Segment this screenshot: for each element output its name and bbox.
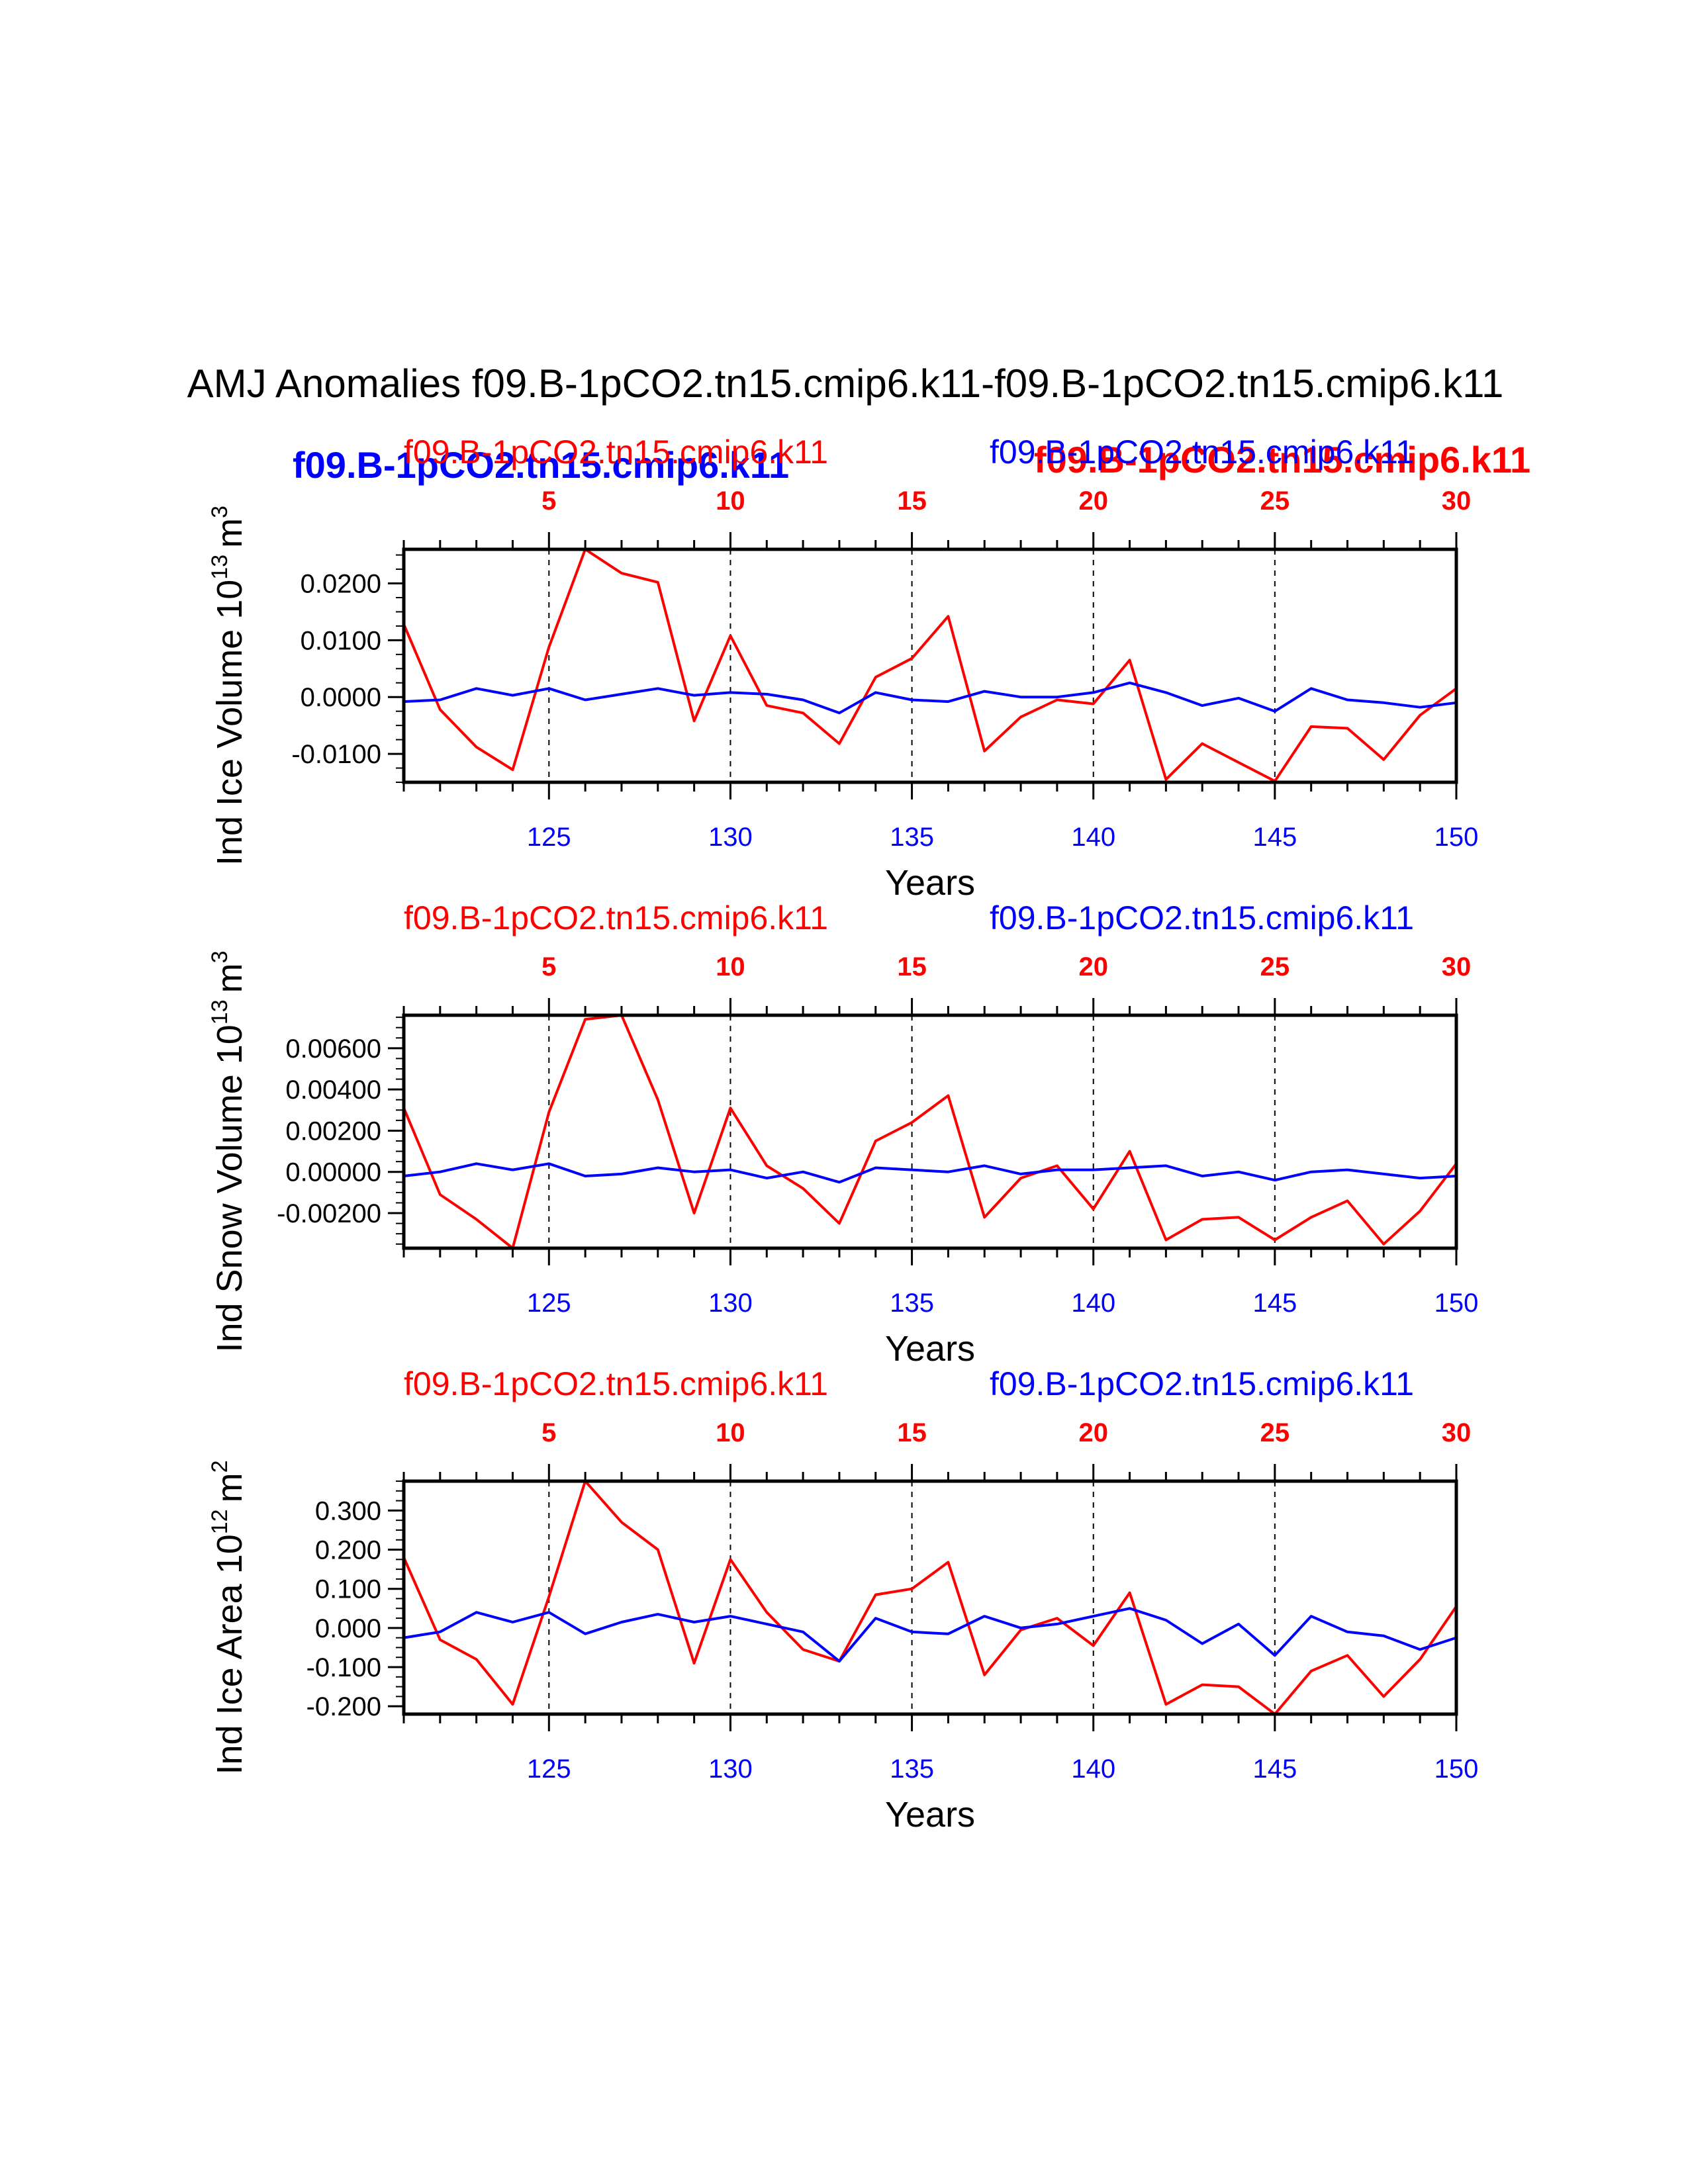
bottom-tick-label: 140	[1071, 1754, 1115, 1784]
y-tick-label: 0.00200	[285, 1116, 381, 1146]
y-axis-label-unit: m	[210, 1473, 250, 1502]
top-tick-label: 25	[1260, 952, 1290, 981]
y-axis-label-unit-exp: 2	[207, 1461, 232, 1473]
y-axis-label-main: Ind Ice Area 10	[210, 1534, 250, 1774]
top-tick-label: 10	[716, 486, 745, 516]
case-label-blue: f09.B-1pCO2.tn15.cmip6.k11	[990, 1365, 1414, 1402]
y-axis-label-main: Ind Ice Volume 10	[210, 580, 250, 866]
y-tick-label: -0.200	[306, 1692, 381, 1721]
bottom-tick-label: 140	[1071, 1289, 1115, 1318]
top-tick-label: 15	[897, 1418, 927, 1447]
panels-group: f09.B-1pCO2.tn15.cmip6.k11 f09.B-1pCO2.tn…	[207, 433, 1478, 1835]
panel-1: f09.B-1pCO2.tn15.cmip6.k11 f09.B-1pCO2.tn…	[207, 433, 1478, 903]
y-tick-label: 0.0000	[301, 683, 381, 712]
bottom-tick-label: 125	[527, 823, 571, 852]
y-tick-label: 0.00400	[285, 1075, 381, 1105]
y-axis-label: Ind Snow Volume 1013 m3	[207, 950, 250, 1352]
top-tick-label: 15	[897, 486, 927, 516]
bottom-tick-label: 150	[1434, 823, 1479, 852]
series-line-blue	[403, 1162, 1457, 1184]
bottom-tick-label: 150	[1434, 1289, 1479, 1318]
y-axis-label-unit-exp: 3	[207, 506, 232, 518]
series-line-red	[402, 1014, 1458, 1250]
bottom-tick-label: 135	[890, 1289, 934, 1318]
y-axis-label: Ind Ice Area 1012 m2	[207, 1461, 250, 1775]
bottom-tick-label: 140	[1071, 823, 1115, 852]
top-tick-label: 10	[716, 952, 745, 981]
bottom-tick-label: 145	[1252, 823, 1297, 852]
y-tick-label: 0.00600	[285, 1034, 381, 1064]
y-axis-label-unit: m	[210, 518, 250, 548]
bottom-tick-label: 135	[890, 823, 934, 852]
x-axis-label: Years	[885, 1795, 975, 1835]
y-tick-label: 0.0200	[301, 570, 381, 599]
y-axis-label-unit-exp: 3	[207, 950, 232, 963]
panel-2: f09.B-1pCO2.tn15.cmip6.k11 f09.B-1pCO2.tn…	[207, 899, 1478, 1369]
y-tick-label: 0.200	[315, 1536, 381, 1565]
y-axis-label-exp: 12	[207, 1509, 232, 1534]
case-label-blue: f09.B-1pCO2.tn15.cmip6.k11	[990, 899, 1414, 936]
y-axis-label-exp: 13	[207, 999, 232, 1024]
bottom-tick-label: 145	[1252, 1754, 1297, 1784]
bold-case-label-right: f09.B-1pCO2.tn15.cmip6.k11	[1034, 439, 1530, 480]
top-tick-label: 30	[1442, 486, 1472, 516]
bottom-tick-label: 145	[1252, 1289, 1297, 1318]
plot-frame	[402, 1013, 1458, 1250]
top-tick-label: 20	[1078, 1418, 1108, 1447]
bottom-tick-label: 150	[1434, 1754, 1479, 1784]
panel-3: f09.B-1pCO2.tn15.cmip6.k11 f09.B-1pCO2.tn…	[207, 1365, 1478, 1835]
y-tick-label: 0.100	[315, 1575, 381, 1604]
y-tick-label: -0.0100	[291, 740, 381, 769]
top-tick-label: 20	[1078, 952, 1108, 981]
bottom-tick-label: 125	[527, 1754, 571, 1784]
case-label-blue: f09.B-1pCO2.tn15.cmip6.k11	[990, 433, 1414, 471]
case-label-red: f09.B-1pCO2.tn15.cmip6.k11	[404, 1365, 828, 1402]
y-tick-label: 0.00000	[285, 1158, 381, 1187]
case-label-red: f09.B-1pCO2.tn15.cmip6.k11	[404, 899, 828, 936]
series-line-red	[402, 548, 1458, 783]
bottom-tick-label: 135	[890, 1754, 934, 1784]
top-tick-label: 5	[541, 952, 556, 981]
bold-case-label-left: f09.B-1pCO2.tn15.cmip6.k11	[293, 444, 789, 486]
plot-frame	[402, 547, 1458, 784]
y-axis-label-exp: 13	[207, 555, 232, 580]
y-tick-label: 0.000	[315, 1614, 381, 1643]
plot-frame	[402, 1479, 1458, 1716]
y-axis-label: Ind Ice Volume 1013 m3	[207, 506, 250, 866]
top-tick-label: 30	[1442, 1418, 1472, 1447]
figure-title: AMJ Anomalies f09.B-1pCO2.tn15.cmip6.k11…	[187, 361, 1504, 406]
top-tick-label: 15	[897, 952, 927, 981]
y-tick-label: 0.0100	[301, 626, 381, 655]
y-tick-label: -0.00200	[277, 1199, 381, 1228]
bottom-tick-label: 130	[708, 1289, 753, 1318]
x-axis-label: Years	[885, 1329, 975, 1369]
case-label-red: f09.B-1pCO2.tn15.cmip6.k11	[404, 433, 828, 471]
top-tick-label: 25	[1260, 486, 1290, 516]
series-line-blue	[403, 681, 1457, 715]
top-tick-label: 25	[1260, 1418, 1290, 1447]
bottom-tick-label: 130	[708, 1754, 753, 1784]
bottom-tick-label: 130	[708, 823, 753, 852]
y-axis-label-main: Ind Snow Volume 10	[210, 1024, 250, 1352]
y-axis-label-unit: m	[210, 963, 250, 993]
y-tick-label: 0.300	[315, 1496, 381, 1525]
top-tick-label: 10	[716, 1418, 745, 1447]
y-tick-label: -0.100	[306, 1653, 381, 1682]
series-line-blue	[403, 1607, 1457, 1663]
top-tick-label: 20	[1078, 486, 1108, 516]
series-line-red	[402, 1480, 1458, 1715]
x-axis-label: Years	[885, 863, 975, 903]
top-tick-label: 5	[541, 486, 556, 516]
top-tick-label: 5	[541, 1418, 556, 1447]
top-tick-label: 30	[1442, 952, 1472, 981]
bottom-tick-label: 125	[527, 1289, 571, 1318]
